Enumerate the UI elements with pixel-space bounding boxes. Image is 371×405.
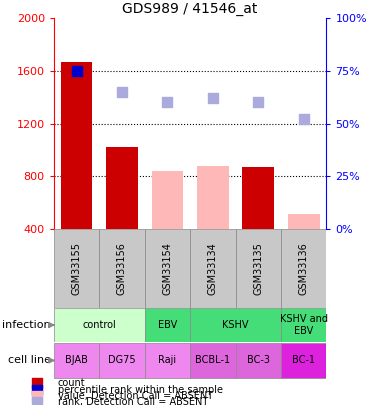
Text: KSHV and
EBV: KSHV and EBV — [280, 314, 328, 336]
Text: GSM33156: GSM33156 — [117, 242, 127, 295]
Text: DG75: DG75 — [108, 356, 136, 365]
Text: GSM33154: GSM33154 — [162, 242, 173, 295]
Bar — [145, 343, 190, 378]
Point — [164, 99, 170, 106]
Bar — [281, 229, 326, 308]
Bar — [281, 309, 326, 341]
Bar — [190, 309, 281, 341]
Text: GSM33135: GSM33135 — [253, 242, 263, 295]
Bar — [288, 214, 320, 229]
Title: GDS989 / 41546_at: GDS989 / 41546_at — [122, 2, 258, 16]
Bar — [197, 166, 229, 229]
Bar — [54, 229, 99, 308]
Text: control: control — [82, 320, 116, 330]
Bar — [236, 229, 281, 308]
Text: value, Detection Call = ABSENT: value, Detection Call = ABSENT — [58, 391, 213, 401]
Text: BC-1: BC-1 — [292, 356, 315, 365]
Text: cell line: cell line — [8, 356, 51, 365]
Point — [210, 95, 216, 102]
Text: BC-3: BC-3 — [247, 356, 270, 365]
Text: BCBL-1: BCBL-1 — [195, 356, 230, 365]
Bar — [54, 309, 145, 341]
Bar — [145, 229, 190, 308]
Text: BJAB: BJAB — [65, 356, 88, 365]
Text: count: count — [58, 378, 85, 388]
Bar — [60, 62, 92, 229]
Text: EBV: EBV — [158, 320, 177, 330]
Bar — [99, 229, 145, 308]
Bar — [99, 343, 145, 378]
Bar — [190, 229, 236, 308]
Point — [255, 99, 261, 106]
Bar — [106, 147, 138, 229]
Text: GSM33155: GSM33155 — [72, 242, 82, 295]
Point — [73, 68, 79, 74]
Text: infection: infection — [3, 320, 51, 330]
Text: percentile rank within the sample: percentile rank within the sample — [58, 385, 223, 394]
Bar — [281, 343, 326, 378]
Text: Raji: Raji — [158, 356, 177, 365]
Bar — [236, 343, 281, 378]
Text: KSHV: KSHV — [222, 320, 249, 330]
Point — [301, 116, 307, 123]
Bar — [242, 167, 274, 229]
Point — [119, 89, 125, 95]
Bar — [145, 309, 190, 341]
Text: rank, Detection Call = ABSENT: rank, Detection Call = ABSENT — [58, 397, 208, 405]
Bar — [190, 343, 236, 378]
Bar — [151, 171, 183, 229]
Text: GSM33134: GSM33134 — [208, 242, 218, 295]
Text: GSM33136: GSM33136 — [299, 242, 309, 295]
Bar — [54, 343, 99, 378]
